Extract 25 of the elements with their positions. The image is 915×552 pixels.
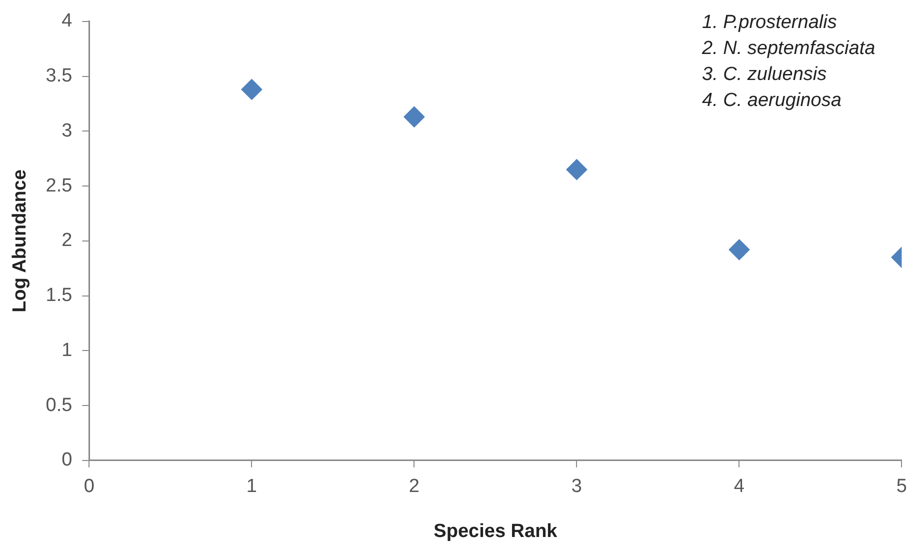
- y-tick-label: 2: [62, 230, 72, 252]
- y-tick-label: 4: [62, 10, 73, 32]
- y-tick-label: 1.5: [46, 285, 72, 306]
- annotation: 2. N. septemfasciata: [702, 37, 876, 61]
- y-tick-label: 2.5: [46, 175, 72, 196]
- y-tick-label: 3: [62, 120, 72, 142]
- annotation: 3. C. zuluensis: [702, 63, 828, 87]
- x-tick-label: 4: [734, 476, 745, 498]
- annotation: 1. P.prosternalis: [702, 11, 838, 35]
- y-tick-label: 3.5: [46, 66, 72, 87]
- y-tick-label: 0.5: [46, 394, 72, 416]
- x-tick-label: 1: [246, 476, 257, 498]
- x-tick-label: 0: [84, 476, 94, 498]
- x-axis-title: Species Rank: [434, 520, 558, 542]
- point: [728, 239, 750, 260]
- point: [404, 106, 425, 128]
- x-tick-label: 3: [571, 476, 582, 498]
- annotation: 4. C. aeruginosa: [702, 89, 842, 113]
- x-tick-label: 2: [408, 476, 420, 498]
- y-axis-title: Log Abundance: [10, 169, 31, 312]
- y-tick-label: 0: [62, 450, 72, 471]
- point: [241, 78, 262, 100]
- point: [566, 159, 588, 180]
- x-tick-label: 5: [896, 476, 908, 498]
- y-tick-label: 1: [62, 340, 72, 361]
